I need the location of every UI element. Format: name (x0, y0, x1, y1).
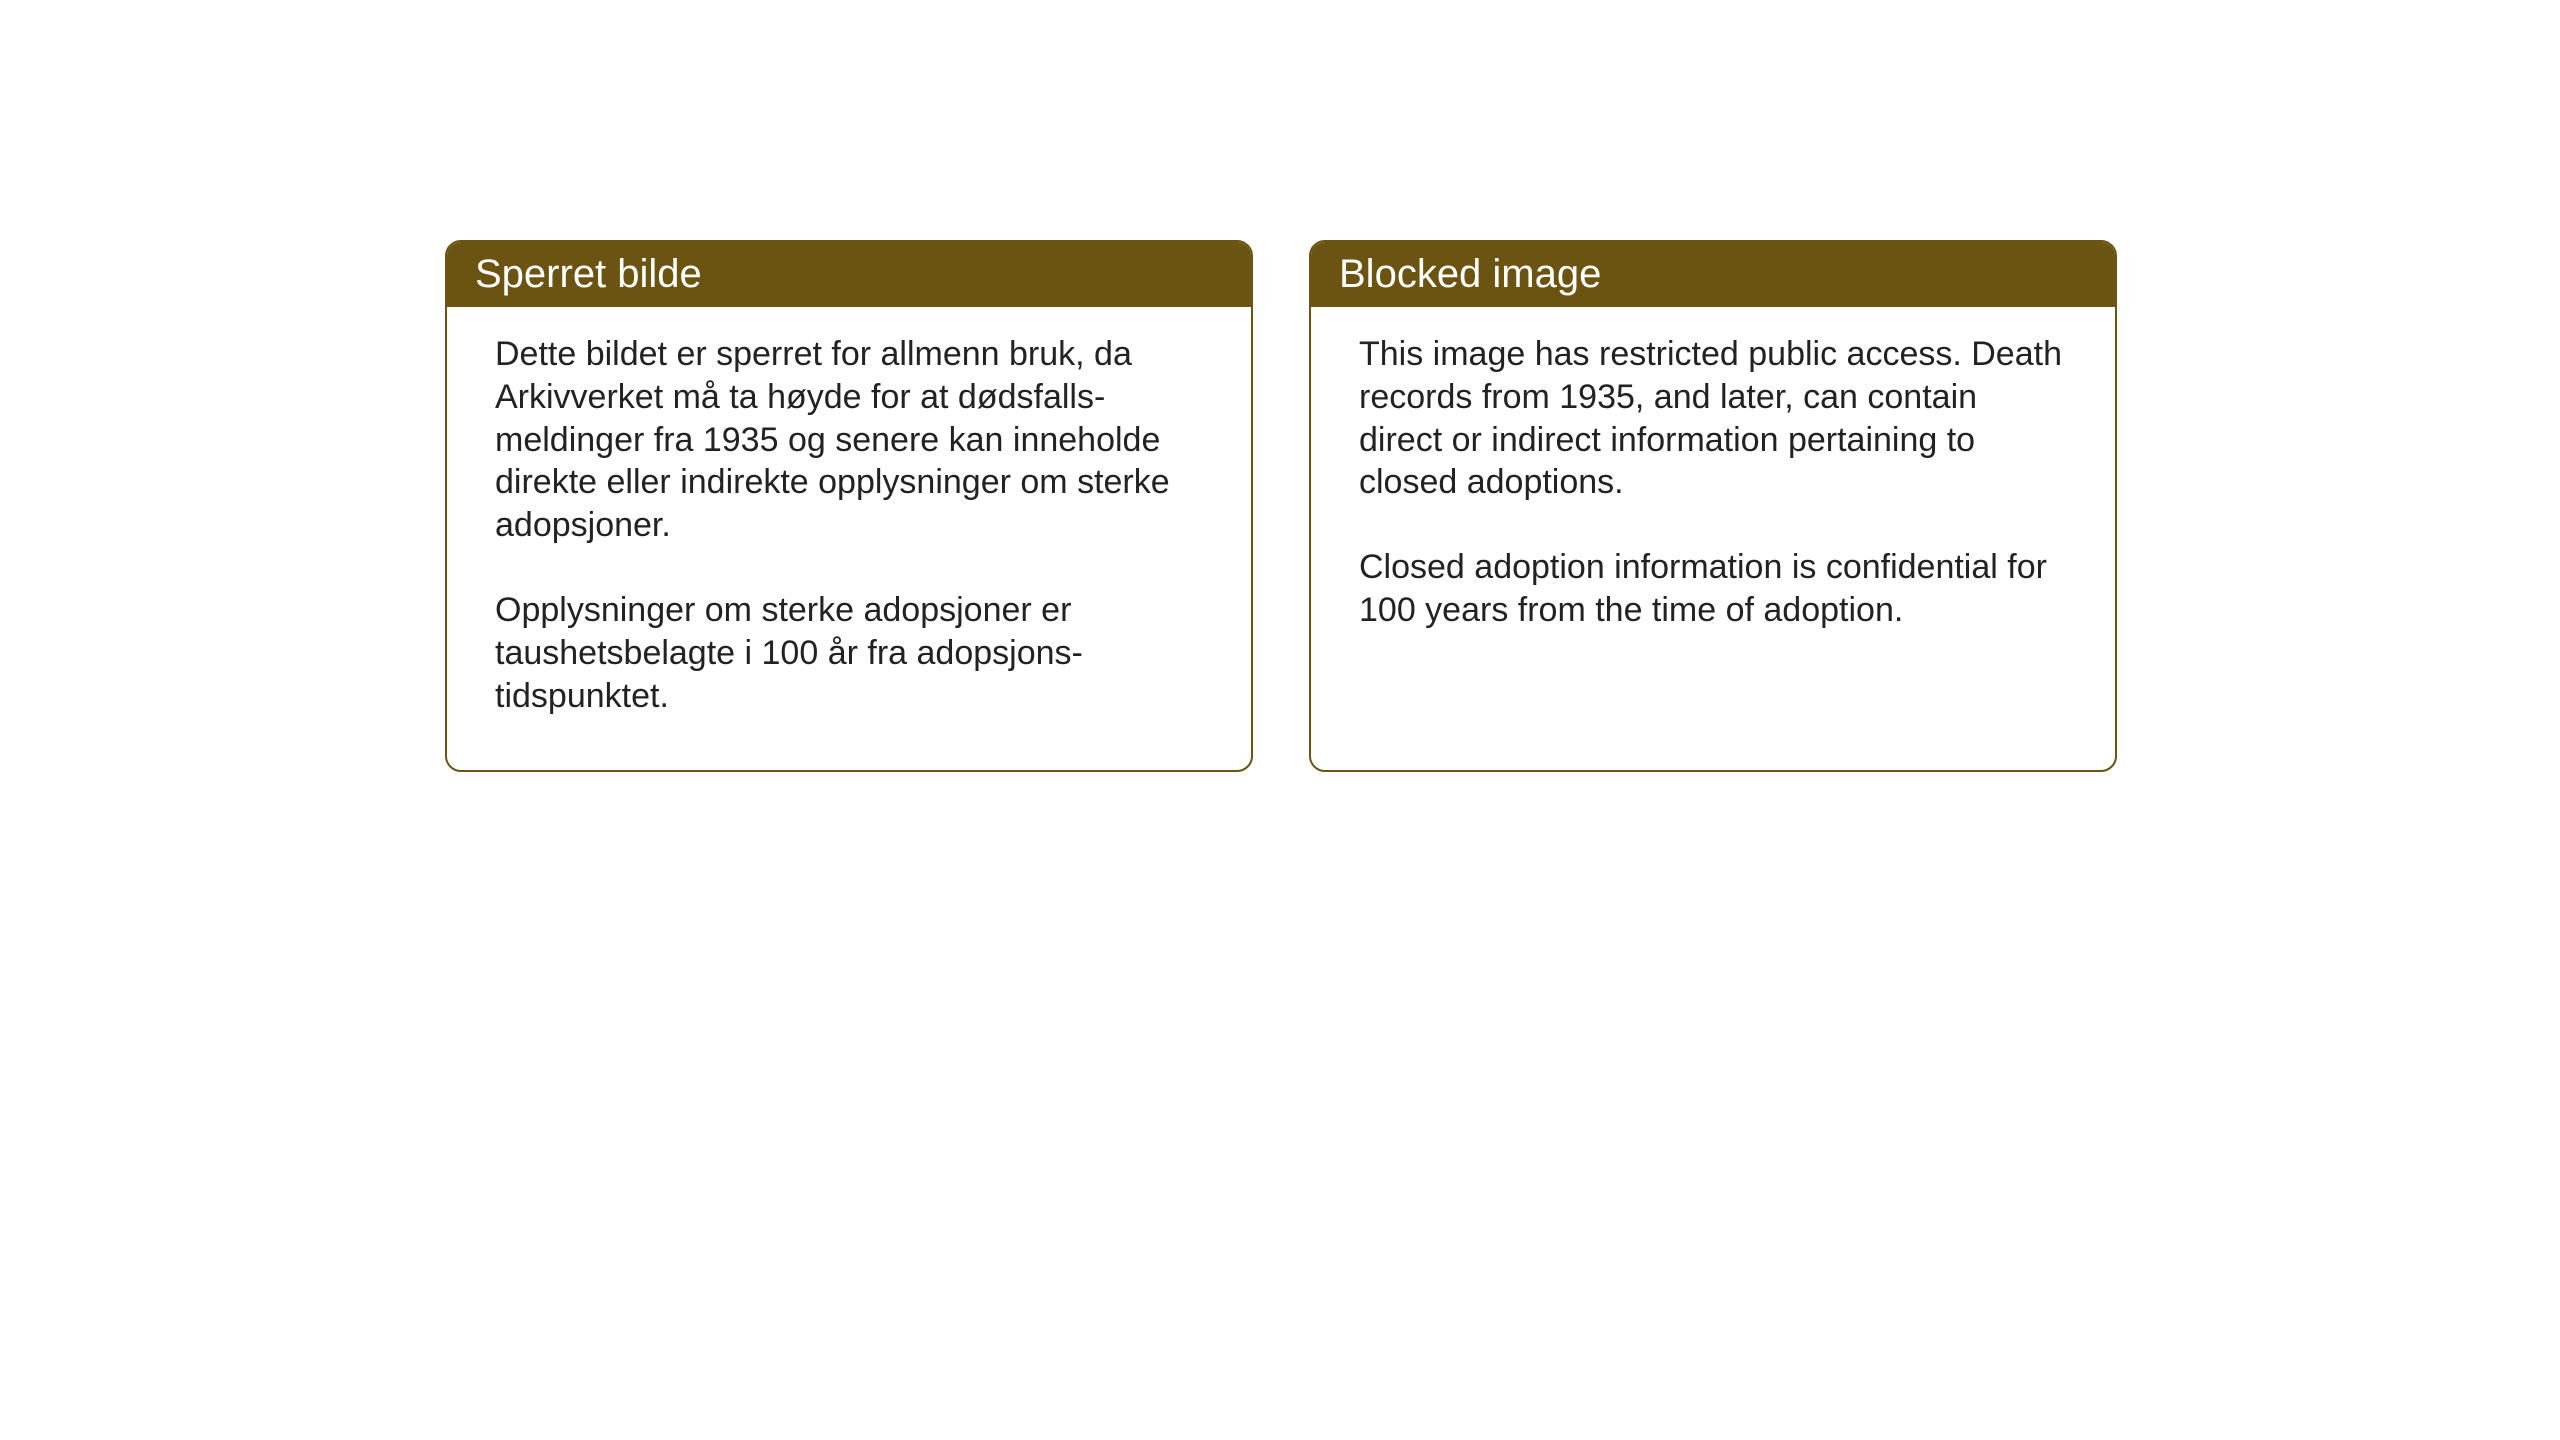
card-header-english: Blocked image (1311, 242, 2115, 307)
card-title-norwegian: Sperret bilde (475, 252, 702, 296)
cards-container: Sperret bilde Dette bildet er sperret fo… (445, 240, 2117, 772)
card-paragraph: This image has restricted public access.… (1359, 333, 2067, 504)
card-english: Blocked image This image has restricted … (1309, 240, 2117, 772)
card-paragraph: Dette bildet er sperret for allmenn bruk… (495, 333, 1203, 547)
card-title-english: Blocked image (1339, 252, 1601, 296)
card-norwegian: Sperret bilde Dette bildet er sperret fo… (445, 240, 1253, 772)
card-paragraph: Opplysninger om sterke adopsjoner er tau… (495, 589, 1203, 717)
card-body-norwegian: Dette bildet er sperret for allmenn bruk… (447, 307, 1251, 770)
card-header-norwegian: Sperret bilde (447, 242, 1251, 307)
card-body-english: This image has restricted public access.… (1311, 307, 2115, 684)
card-paragraph: Closed adoption information is confident… (1359, 546, 2067, 632)
